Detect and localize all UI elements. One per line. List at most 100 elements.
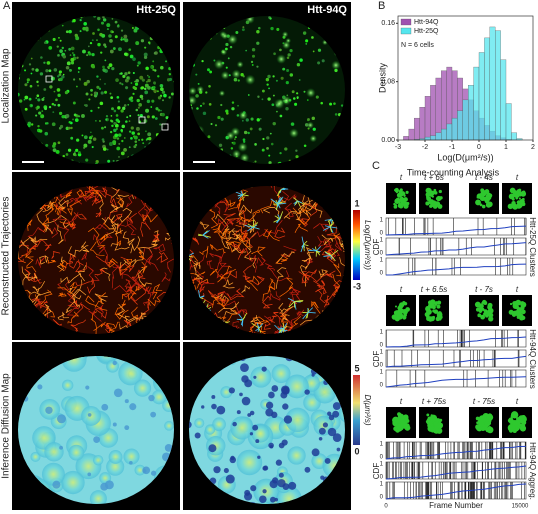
trajectory — [189, 279, 197, 291]
spot — [23, 98, 26, 101]
histogram-bar — [419, 107, 426, 141]
trajectory — [57, 281, 78, 294]
cluster — [218, 90, 226, 97]
image — [18, 356, 174, 504]
spot — [146, 80, 148, 83]
spot — [65, 114, 70, 118]
row-label: Localization Map — [1, 48, 12, 123]
spot — [135, 108, 139, 112]
histogram-bar — [451, 117, 458, 141]
spot — [28, 97, 32, 101]
slow-spot — [201, 405, 205, 409]
spot — [292, 97, 296, 100]
trajectory — [47, 259, 57, 264]
spot — [99, 78, 102, 81]
spot — [241, 28, 245, 32]
trajectory — [76, 189, 95, 197]
trajectory — [98, 304, 104, 318]
slow-spot — [278, 472, 284, 478]
trajectory — [66, 304, 79, 316]
trajectory — [301, 257, 311, 270]
thumbnail-spot — [484, 423, 489, 428]
spot — [120, 72, 123, 75]
slow-spot — [150, 411, 157, 418]
spot — [268, 154, 271, 157]
spot — [69, 54, 72, 56]
slow-spot — [189, 421, 192, 429]
trajectory — [18, 244, 30, 256]
spot — [75, 36, 80, 41]
spot — [52, 142, 57, 146]
thumbnail-spot — [482, 197, 485, 201]
spot — [146, 99, 151, 104]
thumbnail-spot — [479, 310, 482, 313]
spot — [130, 126, 134, 130]
spot — [112, 159, 115, 162]
histogram-bar — [505, 103, 512, 141]
slow-spot — [278, 442, 285, 449]
histogram-bar — [408, 128, 415, 141]
trajectory — [222, 278, 235, 289]
spot — [82, 26, 86, 31]
trajectory — [262, 295, 273, 309]
slow-spot — [283, 415, 293, 424]
trajectory — [142, 214, 159, 223]
spot — [137, 106, 140, 109]
bright-patch — [133, 379, 152, 397]
spot — [70, 46, 75, 51]
group-label: Htt-25Q Clusters — [528, 217, 537, 277]
thumbnail-spot — [395, 311, 401, 317]
star-trajectory — [198, 290, 201, 298]
spot — [65, 66, 70, 70]
slow-spot — [255, 439, 260, 444]
spot — [111, 66, 115, 71]
trajectory — [206, 260, 214, 270]
spot — [116, 128, 118, 130]
image — [18, 16, 174, 164]
trajectory — [31, 272, 42, 284]
frame-label: t — [516, 397, 519, 406]
spot — [127, 71, 131, 75]
spot — [116, 137, 120, 140]
spot — [128, 97, 132, 101]
thumbnail-spot — [513, 192, 520, 198]
spot — [97, 42, 101, 47]
spot — [305, 43, 308, 45]
spot — [73, 113, 77, 117]
trajectory — [52, 218, 70, 231]
spot — [321, 59, 325, 63]
star-trajectory — [234, 191, 243, 196]
histogram-bar — [478, 52, 485, 141]
trajectory — [22, 273, 38, 286]
row-label: Reconstructed Trajectories — [1, 197, 12, 316]
thumbnail-spot — [507, 423, 516, 432]
x-tick-label: -1 — [449, 144, 455, 151]
bright-patch — [61, 356, 87, 372]
slow-spot — [85, 385, 90, 390]
cluster — [236, 60, 244, 68]
trajectory — [288, 298, 298, 306]
slow-spot — [142, 466, 151, 475]
trace-frame — [385, 329, 527, 348]
spot — [90, 131, 92, 134]
group-label: Htt-94Q Aggreg. — [528, 442, 537, 500]
trajectory — [21, 266, 37, 281]
star-trajectory — [302, 312, 309, 320]
slow-spot — [253, 375, 257, 379]
thumbnail-spot — [402, 192, 406, 195]
trajectory — [48, 215, 71, 229]
trajectory — [124, 315, 144, 324]
trajectory — [88, 186, 99, 195]
spot — [210, 122, 213, 126]
spot — [56, 88, 61, 92]
spot — [265, 77, 270, 82]
spot — [39, 72, 44, 76]
bright-patch — [194, 418, 205, 429]
trajectory — [274, 227, 286, 239]
slow-spot — [59, 445, 63, 450]
spot — [195, 73, 198, 76]
trajectory — [57, 224, 64, 245]
thumbnail-spot — [403, 301, 408, 306]
spot — [153, 51, 157, 55]
spot — [114, 133, 119, 138]
